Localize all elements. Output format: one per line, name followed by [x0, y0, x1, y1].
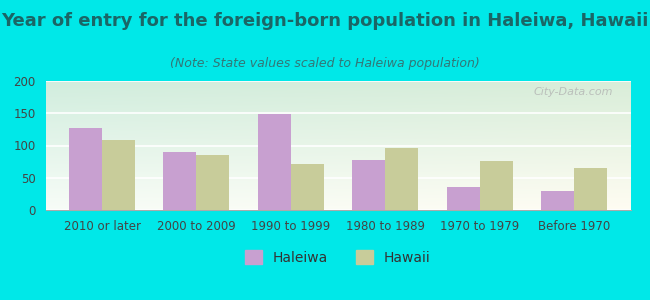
Legend: Haleiwa, Hawaii: Haleiwa, Hawaii	[240, 244, 436, 270]
Bar	[69, 128, 102, 210]
Bar	[291, 164, 324, 210]
Bar	[480, 161, 513, 210]
Bar	[196, 155, 229, 210]
Bar	[163, 152, 196, 210]
Bar	[574, 168, 607, 210]
Bar	[352, 160, 385, 210]
Bar	[385, 148, 418, 210]
Text: Year of entry for the foreign-born population in Haleiwa, Hawaii: Year of entry for the foreign-born popul…	[1, 12, 649, 30]
Bar	[447, 188, 480, 210]
Bar	[102, 140, 135, 210]
Text: (Note: State values scaled to Haleiwa population): (Note: State values scaled to Haleiwa po…	[170, 57, 480, 70]
Bar	[258, 114, 291, 210]
Text: City-Data.com: City-Data.com	[534, 87, 613, 98]
Bar	[541, 191, 574, 210]
